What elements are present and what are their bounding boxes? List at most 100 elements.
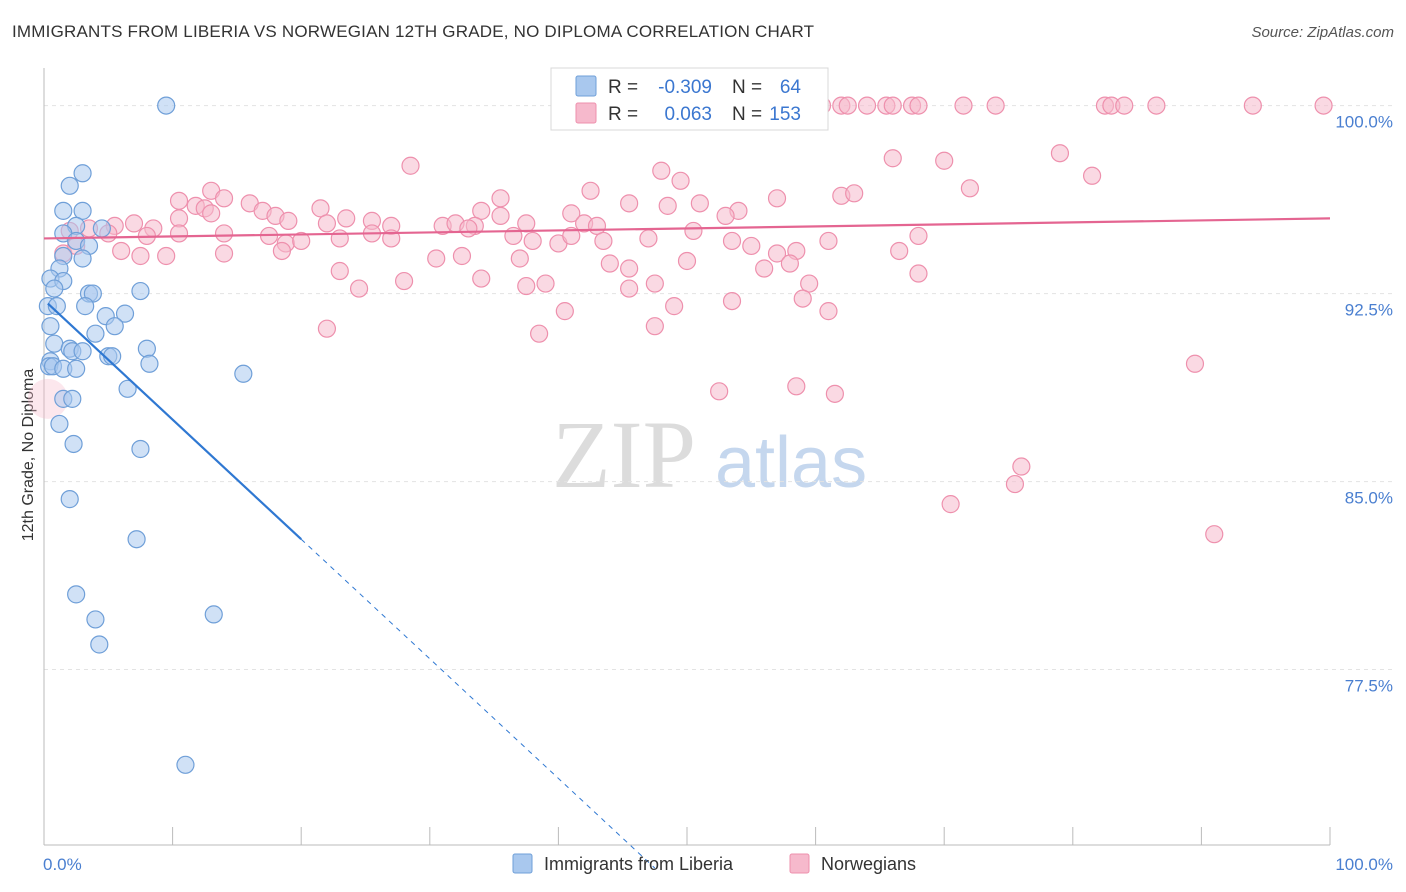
norwegians-point — [562, 226, 581, 246]
norwegians-point — [883, 96, 902, 115]
norwegians-point — [1205, 525, 1224, 544]
liberia-point — [131, 281, 150, 301]
liberia-point — [204, 605, 223, 624]
norwegians-point — [452, 246, 472, 266]
liberia-point — [54, 201, 73, 220]
legend-r-label-blue: R = — [608, 77, 638, 98]
norwegians-point — [845, 184, 864, 203]
legend-n-label-pink: N = — [732, 104, 762, 125]
norwegians-point — [330, 229, 349, 248]
norwegians-point — [909, 96, 928, 115]
norwegians-point — [909, 226, 928, 246]
norwegians-point — [600, 254, 619, 273]
liberia-point — [73, 342, 92, 361]
y-tick-label: 85.0% — [1345, 489, 1393, 508]
norwegians-point — [767, 244, 787, 263]
norwegians-point — [214, 224, 234, 243]
norwegians-point — [819, 302, 838, 321]
liberia-point — [234, 364, 253, 383]
y-tick-label: 92.5% — [1345, 301, 1393, 320]
series-legend-label-blue: Immigrants from Liberia — [544, 854, 734, 874]
norwegians-point — [279, 211, 298, 230]
norwegians-point — [825, 384, 844, 403]
y-tick-labels: 77.5% 85.0% 92.5% 100.0% — [1335, 113, 1393, 696]
y-tick-label: 100.0% — [1335, 113, 1393, 132]
liberia-point — [67, 359, 86, 378]
norwegians-point — [645, 317, 664, 336]
liberia-point — [157, 96, 176, 115]
norwegians-point — [684, 221, 703, 241]
liberia-point — [86, 324, 105, 343]
norwegians-point — [169, 224, 189, 243]
norwegians-point — [427, 249, 446, 268]
liberia-point — [45, 334, 64, 353]
liberia-point — [63, 389, 82, 408]
liberia-point — [50, 414, 69, 434]
norwegians-trend-line — [43, 217, 1331, 240]
norwegians-points — [27, 96, 1333, 544]
norwegians-point — [330, 261, 349, 281]
norwegians-point — [652, 161, 671, 180]
liberia-trend-extension — [300, 538, 656, 869]
norwegians-point — [1147, 96, 1166, 115]
norwegians-point — [491, 206, 510, 225]
norwegians-point — [594, 231, 613, 251]
norwegians-point — [530, 324, 549, 343]
norwegians-point — [349, 279, 369, 298]
liberia-point — [60, 490, 79, 509]
norwegians-point — [620, 279, 639, 298]
norwegians-point — [272, 241, 292, 261]
x-tick-label: 100.0% — [1335, 855, 1393, 874]
norwegians-point — [960, 179, 980, 198]
norwegians-point — [292, 231, 311, 251]
norwegians-point — [710, 382, 729, 401]
norwegians-point — [1115, 96, 1134, 115]
norwegians-point — [555, 302, 574, 321]
norwegians-point — [755, 259, 774, 278]
stats-legend-box — [550, 67, 829, 131]
norwegians-point — [671, 171, 690, 190]
norwegians-point — [587, 216, 607, 236]
liberia-point — [115, 304, 135, 323]
norwegians-point — [1050, 144, 1070, 163]
legend-r-value-blue: -0.309 — [658, 77, 712, 98]
norwegians-point — [1185, 354, 1205, 373]
liberia-point — [73, 164, 92, 183]
legend-swatch-blue — [575, 75, 597, 97]
norwegians-point — [645, 274, 664, 293]
norwegians-point — [202, 204, 221, 223]
x-ticks: 0.0% 100.0% — [43, 827, 1393, 874]
liberia-point — [140, 354, 159, 373]
norwegians-point — [1243, 96, 1262, 115]
norwegians-point — [665, 297, 684, 316]
norwegians-point — [620, 194, 639, 213]
norwegians-point — [459, 219, 478, 238]
trend-lines — [43, 217, 1331, 869]
norwegians-point — [986, 96, 1005, 115]
liberia-point — [176, 755, 195, 774]
norwegians-point — [27, 378, 68, 419]
liberia-point — [86, 610, 105, 629]
liberia-point — [67, 585, 86, 604]
chart-title: IMMIGRANTS FROM LIBERIA VS NORWEGIAN 12T… — [12, 22, 815, 41]
norwegians-point — [131, 246, 150, 266]
norwegians-point — [472, 269, 491, 288]
norwegians-point — [722, 292, 742, 311]
norwegians-point — [780, 254, 799, 273]
norwegians-point — [523, 231, 542, 251]
norwegians-point — [394, 271, 414, 291]
legend-r-label-pink: R = — [608, 104, 638, 125]
liberia-point — [118, 379, 137, 398]
norwegians-point — [581, 181, 600, 200]
liberia-trend-line — [47, 302, 302, 541]
norwegians-point — [909, 264, 928, 283]
norwegians-point — [214, 244, 234, 263]
norwegians-point — [819, 231, 838, 251]
liberia-point — [127, 530, 146, 549]
norwegians-point — [401, 156, 420, 175]
series-legend-label-pink: Norwegians — [821, 854, 916, 874]
watermark-atlas: atlas — [715, 423, 867, 503]
norwegians-point — [857, 96, 877, 115]
norwegians-point — [722, 231, 742, 251]
